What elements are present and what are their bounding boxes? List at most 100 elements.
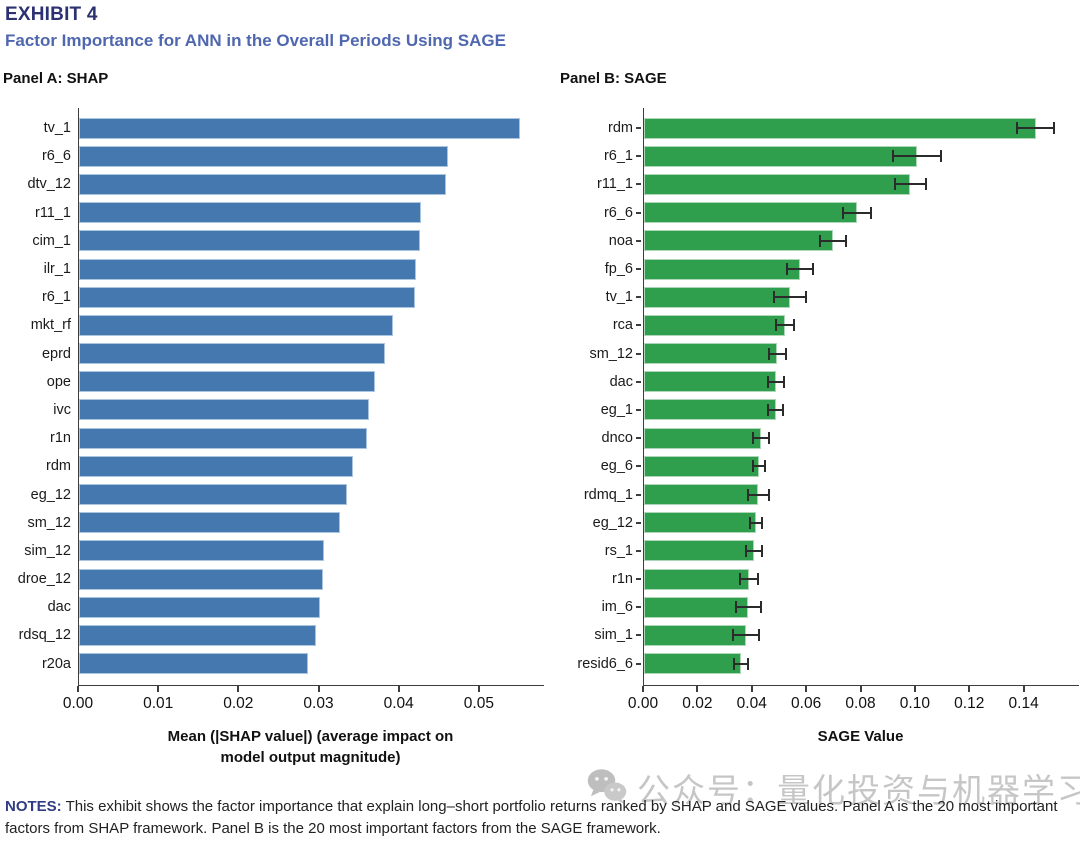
bar — [79, 653, 309, 675]
factor-label: tv_1 — [43, 120, 71, 137]
tick-label: 0.00 — [627, 694, 659, 712]
bar-row — [644, 114, 1079, 142]
tick-label: 0.02 — [223, 694, 254, 712]
bar — [644, 596, 749, 618]
error-bar — [738, 573, 760, 586]
bar-row — [644, 650, 1079, 678]
bar — [644, 568, 749, 590]
bar — [79, 484, 347, 506]
bar-row — [79, 593, 544, 621]
factor-label: rs_1 — [560, 537, 643, 565]
bar-row — [79, 509, 544, 537]
bar — [79, 314, 394, 336]
tick-label: 0.00 — [62, 694, 94, 712]
factor-label: ilr_1 — [43, 261, 71, 278]
factor-label: rdmq_1 — [560, 480, 643, 508]
error-bar — [744, 544, 763, 557]
bar — [79, 540, 325, 562]
tick-label: 0.06 — [791, 694, 822, 712]
bar — [644, 258, 801, 280]
bar — [644, 230, 833, 252]
axis-tick — [397, 685, 400, 692]
factor-label: sim_12 — [24, 542, 71, 559]
notes-text: This exhibit shows the factor importance… — [5, 798, 1058, 837]
factor-label: noa — [560, 227, 643, 255]
bar — [79, 596, 320, 618]
bar-row — [644, 142, 1079, 170]
bar — [79, 568, 323, 590]
tick-label: 0.12 — [954, 694, 985, 712]
axis-tick — [968, 685, 971, 692]
factor-label: sm_12 — [27, 514, 71, 531]
bar — [644, 173, 911, 195]
x-axis: 0.00 0.02 0.04 0.06 0.08 0.10 0.12 0.14 — [628, 685, 1078, 718]
factor-label: r20a — [41, 655, 71, 672]
axis-tick — [750, 685, 753, 692]
plot-area: tv_1 r6_6 dtv_12 r11_1 cim_1 ilr_1 r6_1 mkt_rf e… — [3, 108, 560, 686]
bar — [644, 145, 918, 167]
bar-row — [644, 424, 1079, 452]
factor-label: dnco — [560, 424, 643, 452]
bar-row — [79, 170, 544, 198]
bar-row — [644, 227, 1079, 255]
bar-row — [644, 396, 1079, 424]
y-axis-labels: rdm r6_1 r11_1 r6_6 noa fp_6 tv_1 rca sm_12 dac eg… — [560, 108, 643, 686]
factor-label: dac — [560, 368, 643, 396]
bar — [79, 343, 386, 365]
bars-area — [78, 108, 544, 686]
tick-label: 0.04 — [383, 694, 414, 712]
factor-label: cim_1 — [32, 232, 71, 249]
axis-tick — [157, 685, 160, 692]
error-bar — [746, 488, 770, 501]
bar-row — [644, 565, 1079, 593]
axis-tick — [642, 685, 644, 692]
bar-row — [79, 650, 544, 678]
bar — [644, 117, 1036, 139]
bar — [79, 512, 341, 534]
factor-label: r11_1 — [560, 170, 643, 198]
x-axis-title: SAGE Value — [643, 726, 1078, 747]
bar — [644, 371, 777, 393]
bars-area — [643, 108, 1079, 686]
x-axis-title-line: Mean (|SHAP value|) (average impact on — [167, 727, 454, 745]
factor-label: ope — [46, 373, 71, 390]
error-bar — [732, 629, 760, 642]
bar — [644, 427, 761, 449]
factor-label: r1n — [560, 565, 643, 593]
factor-label: rdm — [46, 458, 71, 475]
factor-label: r6_1 — [41, 289, 71, 306]
bar-row — [79, 368, 544, 396]
factor-label: sim_1 — [560, 621, 643, 649]
bar — [79, 455, 354, 477]
tick-label: 0.04 — [736, 694, 767, 712]
bar — [644, 624, 746, 646]
bar-row — [79, 565, 544, 593]
page-title: Factor Importance for ANN in the Overall… — [5, 31, 506, 50]
bar — [644, 484, 759, 506]
error-bar — [773, 291, 807, 304]
bar-row — [79, 480, 544, 508]
axis-tick — [859, 685, 862, 692]
bar-row — [79, 227, 544, 255]
error-bar — [752, 460, 766, 473]
watermark-text: 公众号：量化投资与机器学习 — [637, 772, 1080, 809]
error-bar — [774, 319, 795, 332]
bar-row — [79, 537, 544, 565]
bar-row — [79, 396, 544, 424]
bar — [644, 540, 754, 562]
panel-b-sage: Panel B: SAGE rdm r6_1 r11_1 r6_6 noa fp_6 tv_1… — [560, 70, 1080, 768]
x-axis: 0.00 0.01 0.02 0.03 0.04 0.05 — [63, 685, 543, 718]
error-bar — [732, 657, 750, 670]
factor-label: dac — [47, 599, 71, 616]
tick-label: 0.02 — [682, 694, 713, 712]
tick-label: 0.10 — [899, 694, 930, 712]
bar-row — [644, 452, 1079, 480]
factor-label: eg_12 — [30, 486, 71, 503]
bar-row — [644, 621, 1079, 649]
bar — [79, 202, 422, 224]
axis-tick — [805, 685, 808, 692]
bar-row — [644, 311, 1079, 339]
axis-tick — [77, 685, 79, 692]
axis-tick — [913, 685, 916, 692]
bar-row — [79, 340, 544, 368]
